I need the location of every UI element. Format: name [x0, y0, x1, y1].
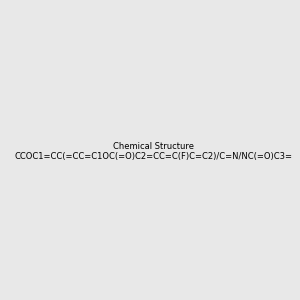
Text: Chemical Structure
CCOC1=CC(=CC=C1OC(=O)C2=CC=C(F)C=C2)/C=N/NC(=O)C3=: Chemical Structure CCOC1=CC(=CC=C1OC(=O)… — [15, 142, 293, 161]
